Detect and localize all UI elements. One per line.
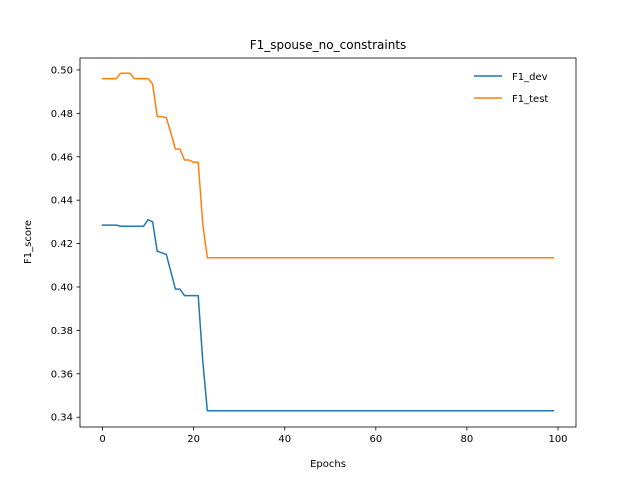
y-axis: 0.34 0.36 0.38 0.40 0.42 0.44 0.46 0.48 0.50 <box>51 65 80 424</box>
plot-area <box>101 72 555 412</box>
x-axis: 0 20 40 60 80 100 <box>99 427 568 445</box>
y-tick-label: 0.38 <box>51 326 73 337</box>
x-axis-label: Epochs <box>310 459 346 470</box>
axes-frame <box>79 57 577 428</box>
x-tick-label: 0 <box>99 434 105 445</box>
y-tick-label: 0.50 <box>51 65 73 76</box>
y-axis-label: F1_score <box>23 220 34 264</box>
x-tick-label: 80 <box>461 434 474 445</box>
legend-label: F1_dev <box>512 72 548 83</box>
y-tick-label: 0.36 <box>51 369 73 380</box>
y-tick-label: 0.48 <box>51 109 73 120</box>
chart-title: F1_spouse_no_constraints <box>250 38 407 52</box>
y-tick-label: 0.42 <box>51 239 73 250</box>
series-line-f1-dev <box>101 218 555 412</box>
series-line-f1-test <box>101 72 555 259</box>
y-tick-label: 0.46 <box>51 152 73 163</box>
legend: F1_dev F1_test <box>474 72 548 105</box>
y-tick-label: 0.40 <box>51 282 73 293</box>
x-tick-label: 40 <box>278 434 291 445</box>
x-tick-label: 20 <box>187 434 200 445</box>
y-tick-label: 0.44 <box>51 196 73 207</box>
legend-label: F1_test <box>512 94 548 105</box>
y-tick-label: 0.34 <box>51 413 73 424</box>
x-tick-label: 100 <box>548 434 567 445</box>
x-tick-label: 60 <box>369 434 382 445</box>
